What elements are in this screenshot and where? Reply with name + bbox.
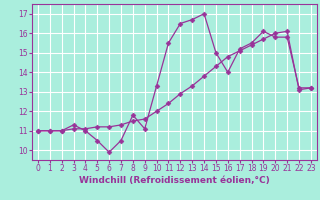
- X-axis label: Windchill (Refroidissement éolien,°C): Windchill (Refroidissement éolien,°C): [79, 176, 270, 185]
